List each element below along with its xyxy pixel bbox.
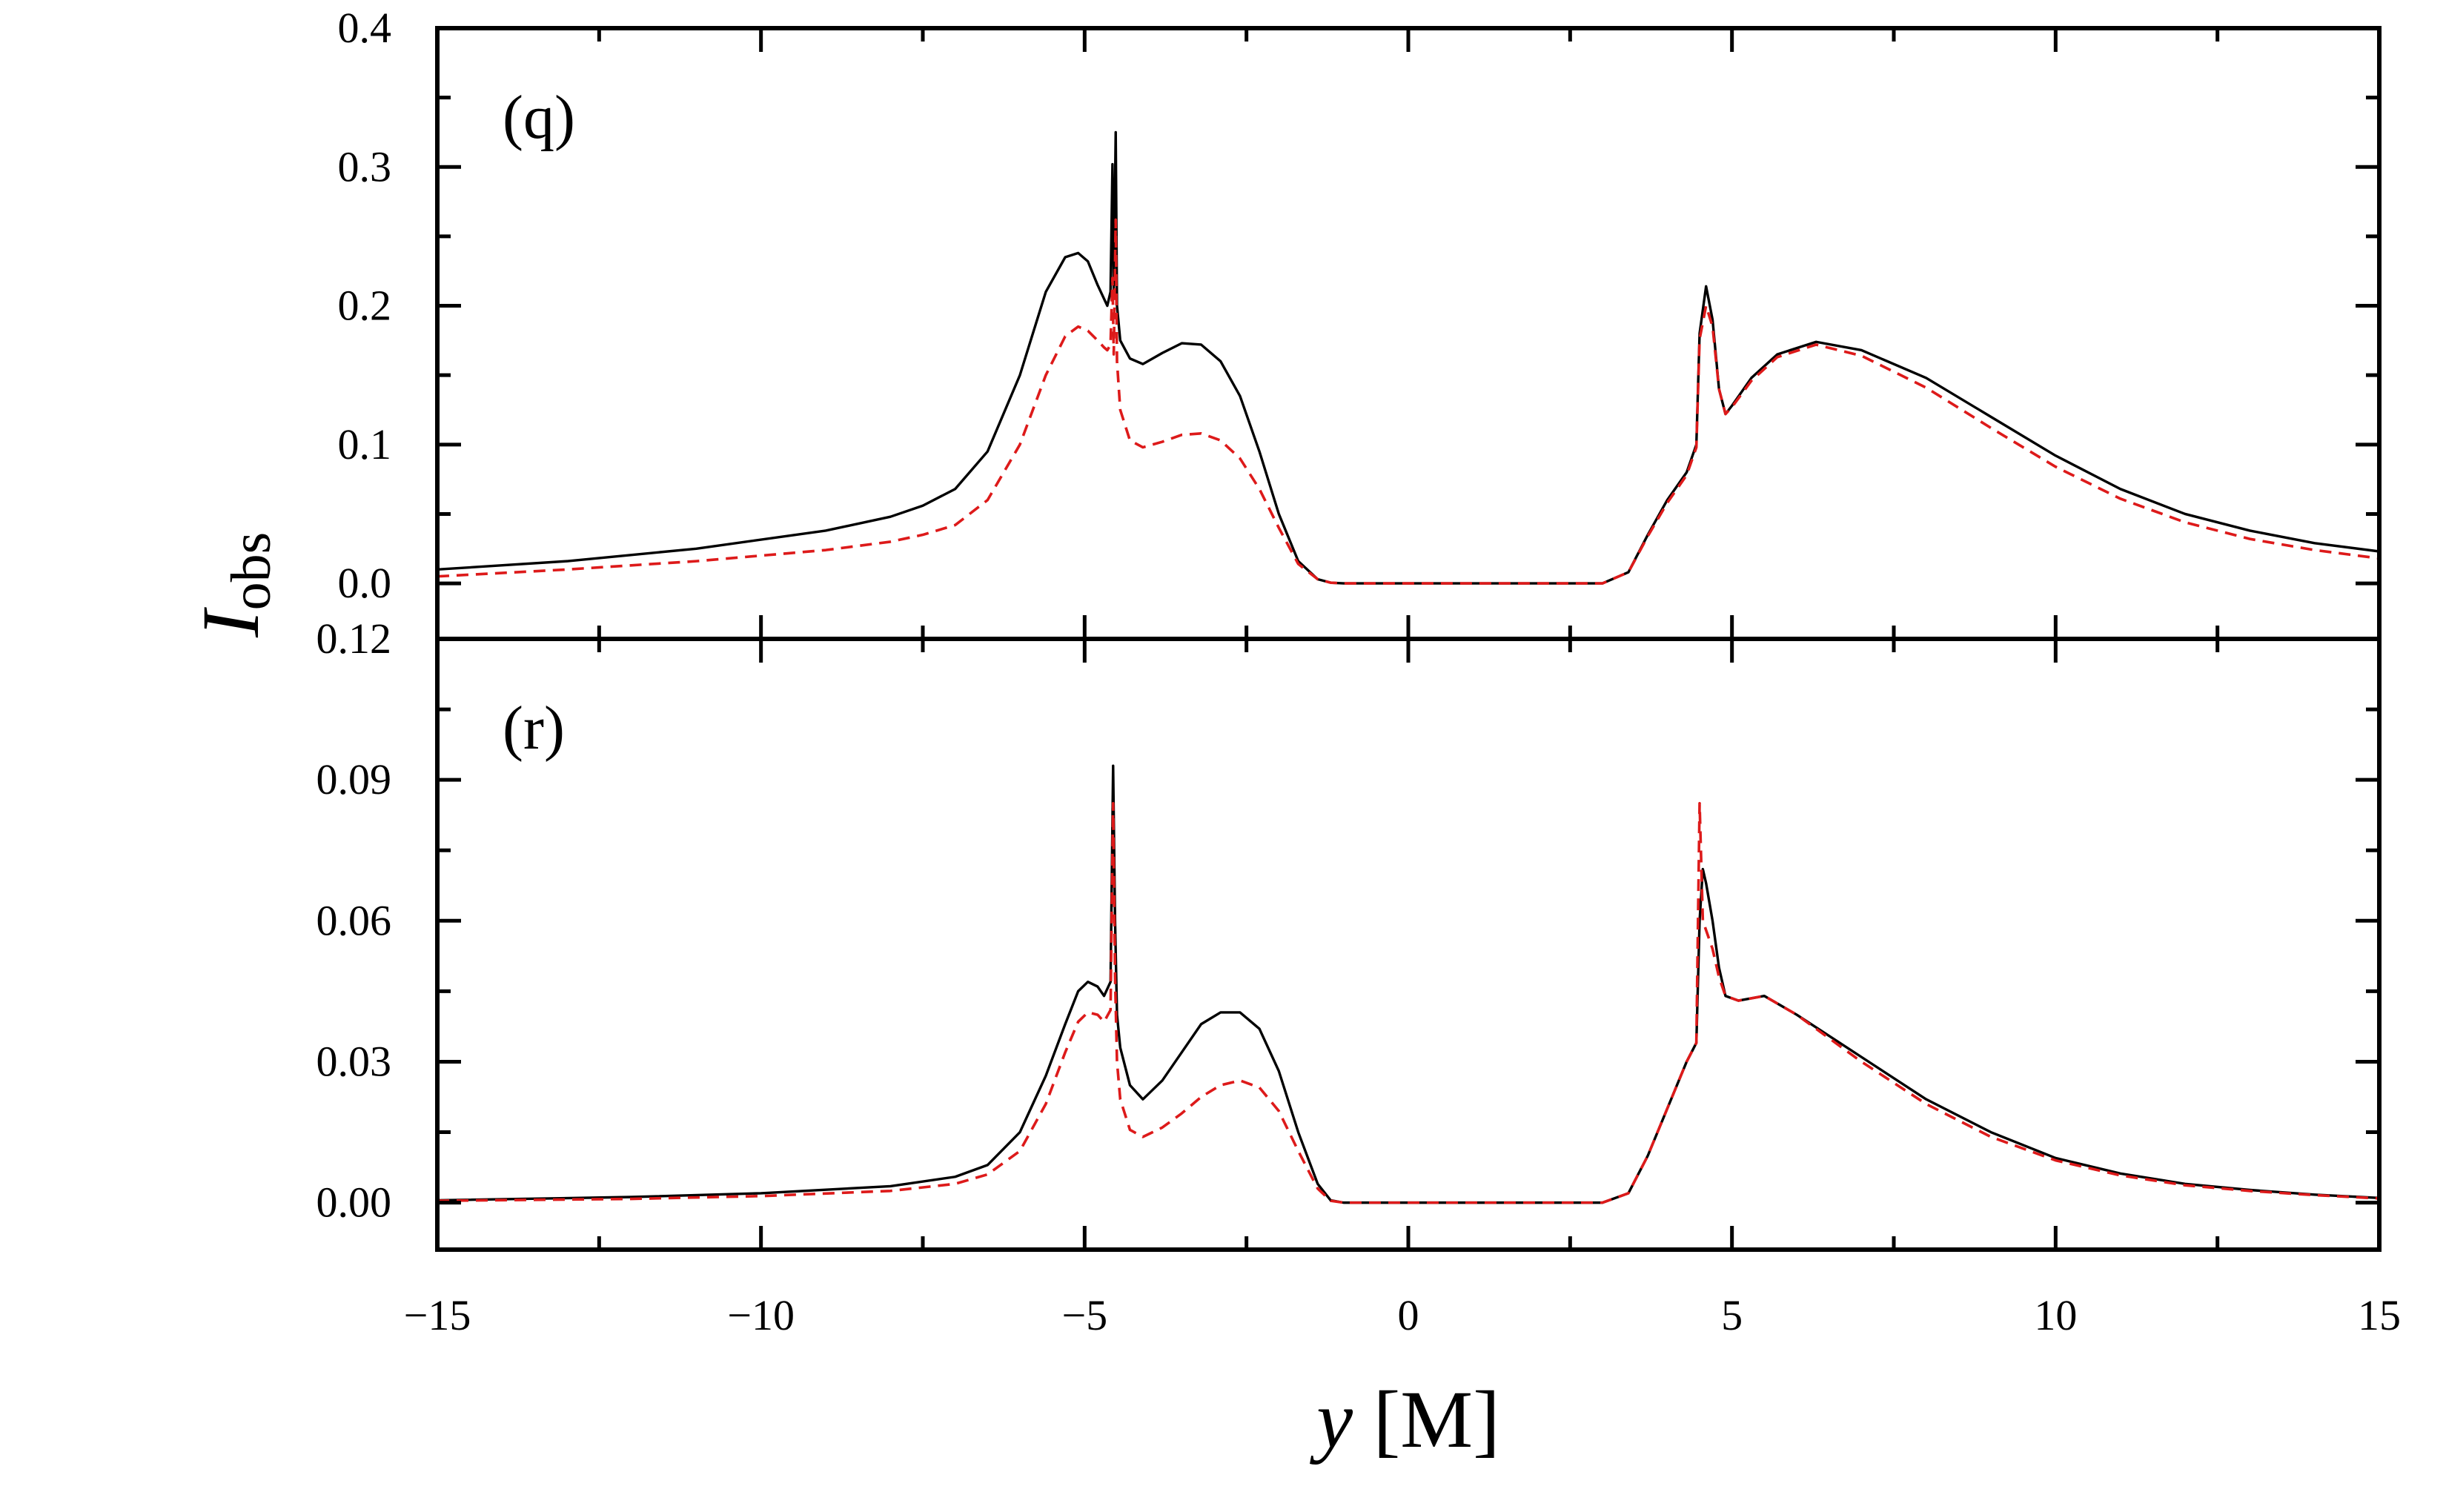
y-tick-label-r: 0.12 [316, 614, 392, 663]
x-axis-title-var: y [1309, 1374, 1353, 1465]
y-axis-title-main: I [185, 607, 276, 638]
x-tick-label: 15 [2358, 1291, 2401, 1339]
x-tick-label: 10 [2034, 1291, 2077, 1339]
y-tick-label-q: 0.4 [338, 4, 392, 52]
y-tick-label-q: 0.3 [338, 142, 392, 190]
y-tick-label-r: 0.06 [316, 896, 392, 944]
plot-frame-q [435, 26, 2382, 641]
series-dashed-line-r [437, 802, 2379, 1204]
y-tick-label-r: 0.00 [316, 1178, 392, 1227]
panel-label-q: (q) [503, 83, 575, 152]
y-tick-label-q: 0.0 [338, 559, 392, 607]
panel-r: 0.00 0.03 0.06 0.09 0.12 −15 −10 −5 0 5 10 15 (r) [316, 614, 2402, 1339]
y-tick-label-q: 0.2 [338, 282, 392, 330]
x-axis-title: y [M] [1309, 1374, 1499, 1465]
series-solid-line-q [437, 130, 2379, 585]
series-solid-line-r [437, 764, 2379, 1204]
y-axis-title: Iobs [185, 532, 282, 638]
y-axis-title-subscript: obs [220, 532, 282, 611]
y-tick-label-r: 0.03 [316, 1037, 392, 1085]
x-tick-label: 5 [1721, 1291, 1743, 1339]
y-tick-label-r: 0.09 [316, 755, 392, 803]
plot-frame-r [435, 637, 2382, 1252]
y-tick-label-q: 0.1 [338, 420, 392, 468]
x-tick-label: 0 [1398, 1291, 1419, 1339]
x-axis-title-unit: [M] [1353, 1374, 1500, 1465]
x-tick-label: −10 [727, 1291, 795, 1339]
x-tick-label: −15 [404, 1291, 471, 1339]
panel-label-r: (r) [503, 694, 565, 763]
x-tick-label: −5 [1061, 1291, 1107, 1339]
panel-q: 0.0 0.1 0.2 0.3 0.4 (q) [338, 4, 2382, 641]
series-dashed-line-q [437, 218, 2379, 585]
